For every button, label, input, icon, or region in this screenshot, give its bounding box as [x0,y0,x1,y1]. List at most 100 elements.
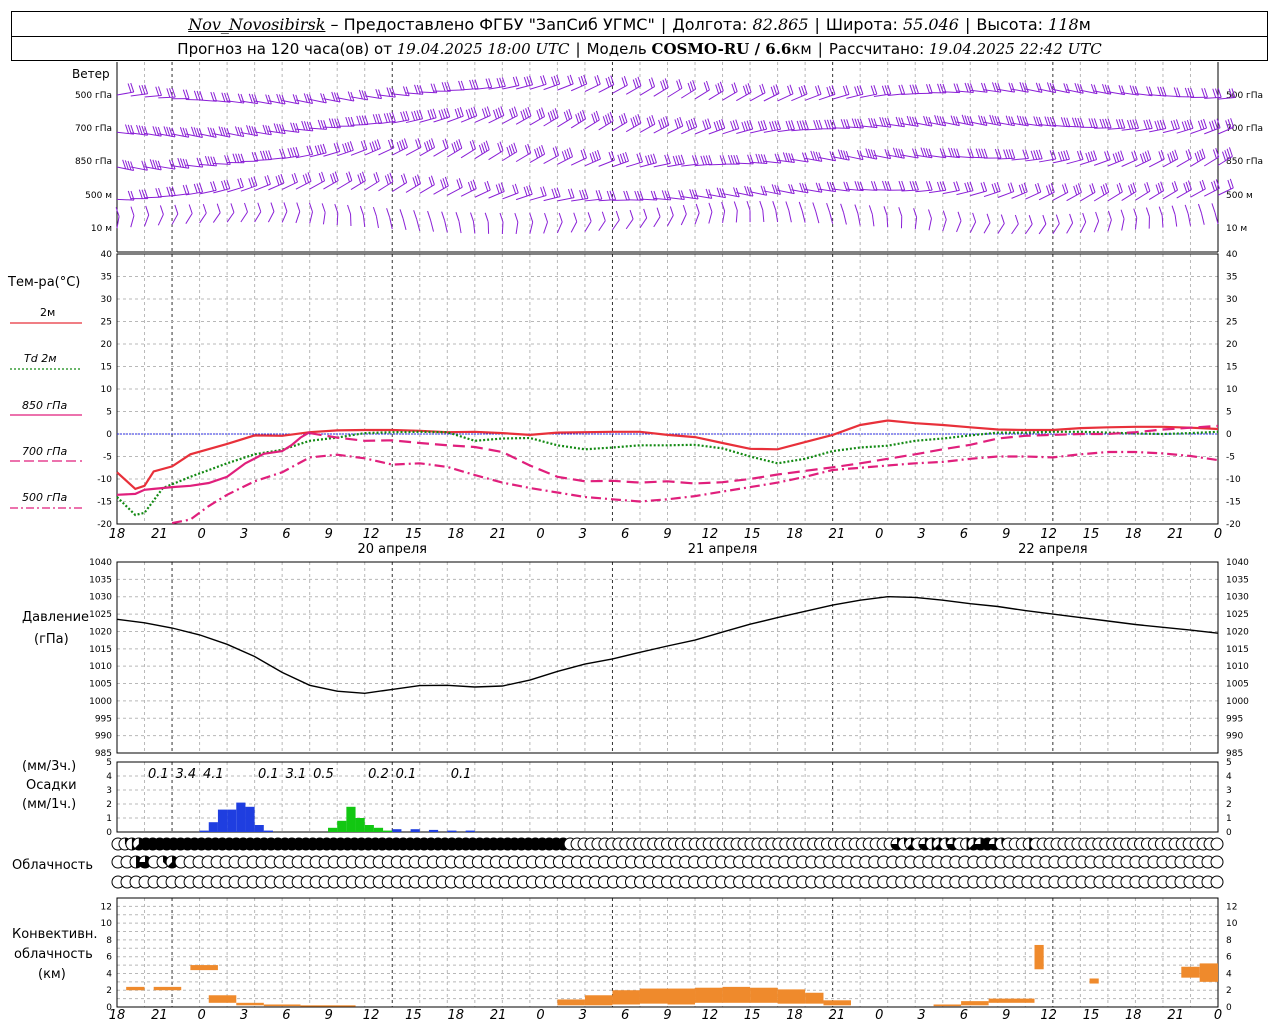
wind-barb-flag [978,148,983,158]
wind-barb-staff [295,211,301,224]
wind-barb-flag [295,94,300,105]
wind-barb-staff [598,220,606,232]
wind-barb-flag [936,115,941,125]
wind-barb-staff [473,221,476,234]
wind-barb-flag [777,153,782,164]
wind-barb-flag [251,126,256,136]
wind-barb-flag [870,118,875,128]
time-tick-label: 21 [151,1008,168,1023]
wind-barb-flag [1148,86,1153,96]
wind-barb-flag [1063,117,1068,127]
wind-barb-flag [595,190,600,200]
time-tick-label: 15 [1083,1008,1100,1023]
precip-bar [337,820,347,832]
wind-barb-flag [843,181,848,191]
wind-barb-flag [953,181,958,192]
wind-barb-flag [401,139,406,149]
wind-barb-flag [558,212,563,223]
conv-bar [639,988,668,1004]
press-tick-right: 1000 [1226,697,1249,707]
wind-barb-flag [536,110,541,120]
wind-barb-flag [1093,118,1098,128]
temp-tick-left: 30 [101,295,113,305]
wind-barb-flag [892,147,897,157]
wind-barb-flag [717,83,722,93]
wind-barb-flag [617,154,622,164]
wind-barb-flag [980,82,985,93]
wind-barb-flag [506,146,511,157]
wind-barb-flag [467,181,472,192]
wind-barb-flag [1197,120,1202,131]
wind-barb-flag [969,181,974,191]
time-tick-label: 15 [405,527,422,542]
wind-barb-flag [556,74,561,85]
wind-barb-flag [481,108,486,118]
wind-barb-staff [1038,223,1047,235]
wind-barb-flag [1118,119,1123,129]
wind-barb-staff [598,159,615,167]
wind-barb-flag [1008,116,1013,126]
model-name: COSMO-RU / 6.6 [651,40,792,58]
wind-barb-flag [1181,121,1186,131]
wind-barb-flag [553,75,558,86]
wind-barb-flag [174,204,179,215]
wind-barb-flag [169,88,174,98]
wind-barb-flag [1104,118,1109,129]
wind-barb-staff [1135,190,1151,201]
wind-barb-flag [782,152,787,162]
wind-barb-flag [1095,211,1100,222]
conv-bar [961,1001,989,1006]
wind-barb-flag [403,173,408,183]
wind-barb-staff [570,118,586,129]
wind-barb-flag [1162,119,1167,129]
wind-barb-flag [168,159,173,169]
wind-barb-staff [281,211,288,223]
wind-barb-flag [262,150,267,160]
wind-barb-flag [583,74,588,85]
precip-bar [465,830,475,832]
wind-barb-staff [350,148,368,156]
wind-barb-flag [266,175,271,185]
wind-barb-flag [359,115,363,125]
wind-barb-flag [1203,118,1208,129]
wind-barb-flag [826,119,831,129]
wind-barb-flag [660,81,665,91]
temp-tick-right: -15 [1226,498,1241,508]
wind-barb-flag [122,159,127,169]
wind-barb-flag [579,190,584,200]
wind-barb-flag [804,120,809,130]
wind-barb-flag [495,108,500,119]
wind-barb-flag [130,161,135,171]
wind-barb-flag [1173,119,1178,130]
wind-barb-flag [328,118,333,128]
temp-tick-right: 20 [1226,340,1238,350]
wind-barb-flag [758,153,763,164]
wind-barb-flag [884,148,889,159]
wind-barb-flag [865,148,870,158]
wind-barb-flag [1065,150,1070,160]
cloud-cell-fill [139,856,152,868]
lat-value: 55.046 [902,14,959,34]
temp-tick-left: 0 [106,430,112,440]
wind-barb-staff [1204,127,1221,135]
wind-barb-flag [623,76,628,86]
wind-barb-flag [1102,184,1107,194]
wind-barb-flag [787,85,792,96]
wind-barb-flag [1199,181,1204,191]
wind-barb-flag [774,120,779,130]
wind-barb-staff [171,213,179,225]
wind-barb-flag [618,115,623,126]
time-tick-label: 0 [536,1008,544,1023]
wind-barb-flag [1060,151,1065,161]
wind-barb-flag [550,110,555,121]
wind-barb-flag [360,141,365,151]
wind-barb-flag [1077,117,1082,128]
wind-barb-flag [1170,120,1175,130]
wind-barb-flag [761,83,766,94]
wind-barb-flag [136,124,140,135]
wind-barb-flag [1010,182,1015,192]
press-tick-right: 1035 [1226,575,1249,585]
wind-barb-flag [283,202,288,212]
wind-barb-flag [127,124,132,134]
legend-label-t2m: 2м [40,306,56,319]
